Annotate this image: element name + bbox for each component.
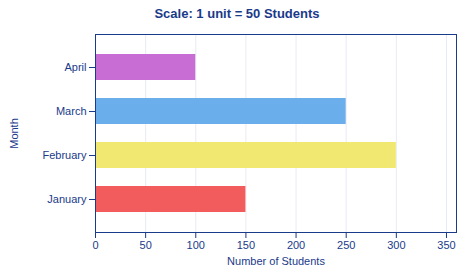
svg-text:300: 300 — [387, 239, 405, 251]
svg-text:150: 150 — [237, 239, 255, 251]
svg-text:Month: Month — [8, 118, 20, 149]
svg-text:February: February — [42, 149, 87, 161]
html-text:Scale: 1 unit = 50 Students: Scale: 1 unit = 50 Students — [154, 6, 320, 21]
svg-text:250: 250 — [337, 239, 355, 251]
svg-text:March: March — [56, 105, 87, 117]
svg-text:200: 200 — [287, 239, 305, 251]
svg-text:April: April — [64, 61, 86, 73]
svg-text:0: 0 — [92, 239, 98, 251]
svg-text:50: 50 — [140, 239, 152, 251]
svg-text:Number of Students: Number of Students — [227, 255, 325, 267]
svg-text:January: January — [47, 193, 87, 205]
svg-text:100: 100 — [187, 239, 205, 251]
svg-text:350: 350 — [437, 239, 455, 251]
